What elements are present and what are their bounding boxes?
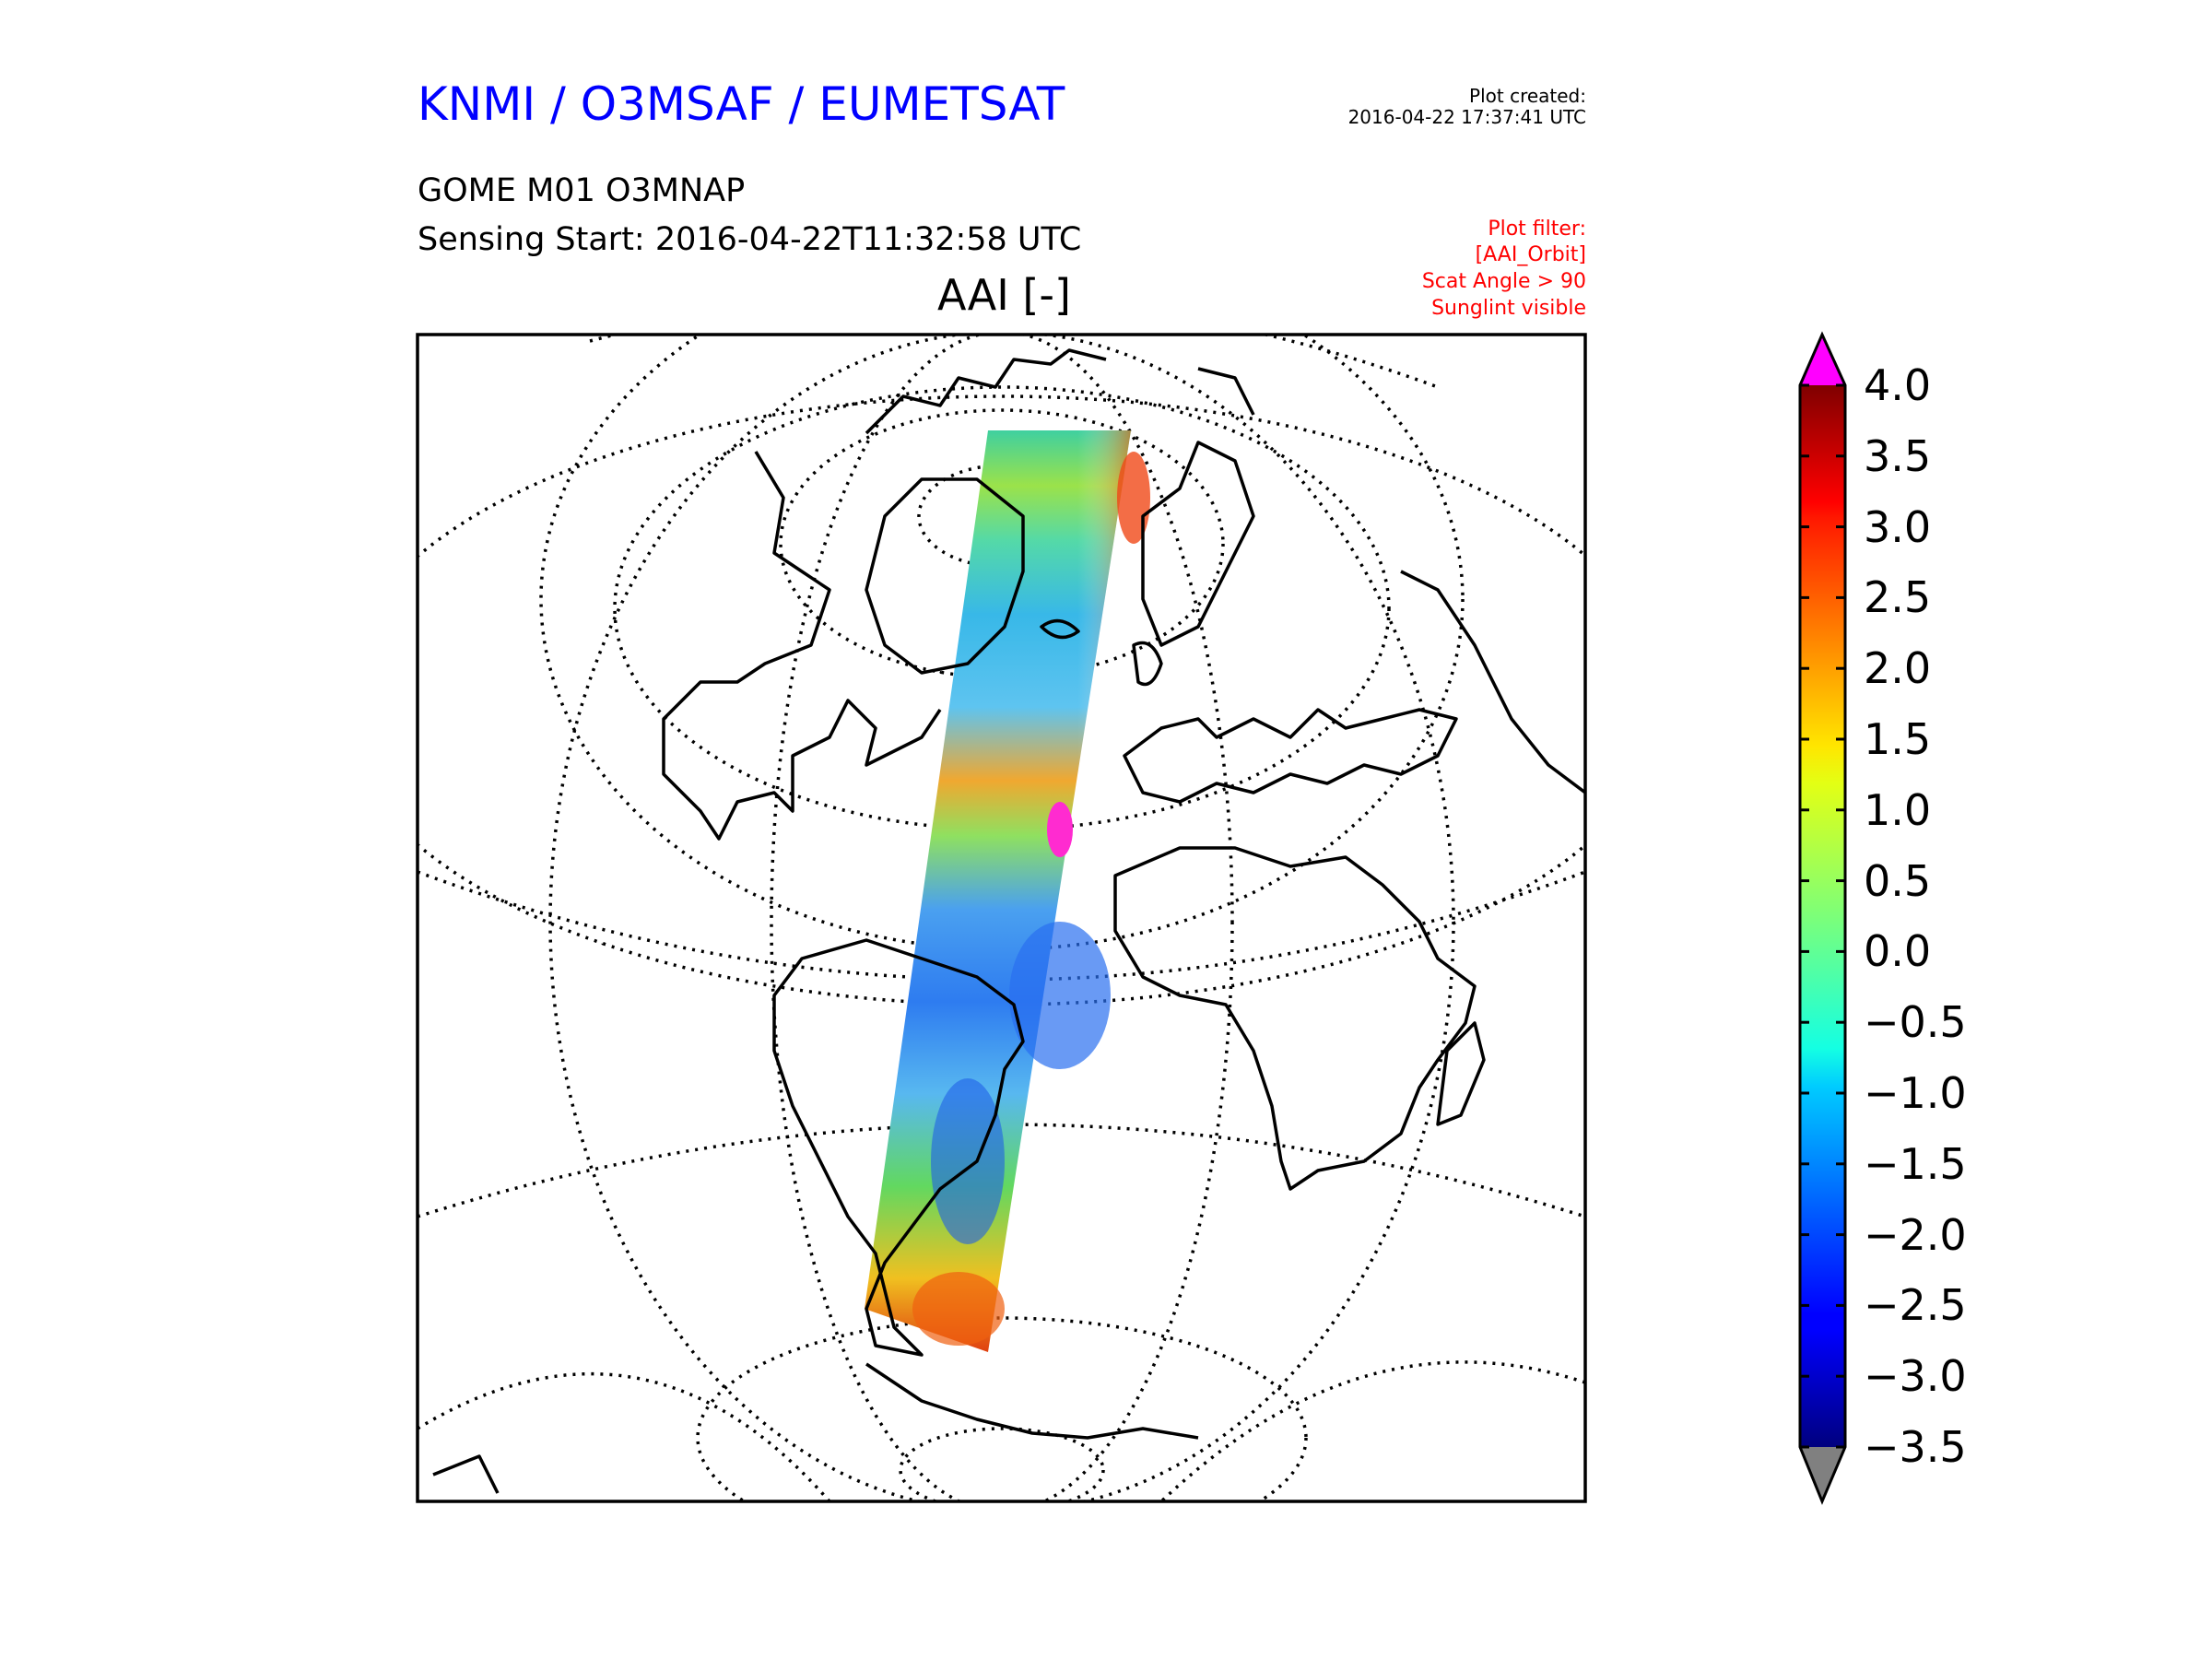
colorbar-tick-label: −2.0 xyxy=(1864,1209,1967,1260)
coastlines xyxy=(432,348,1585,1494)
coastline-africa xyxy=(1113,846,1477,1191)
org-title: KNMI / O3MSAF / EUMETSAT xyxy=(418,77,1065,131)
aai-swath-edge-shading xyxy=(865,430,1131,1352)
coastline-british-isles xyxy=(1132,641,1163,687)
latitude-circle-80s xyxy=(899,1427,1105,1501)
colorbar-tick-label: 2.5 xyxy=(1864,572,1932,623)
latitude-line-30s xyxy=(418,1123,1585,1218)
plot-created-time: 2016-04-22 17:37:41 UTC xyxy=(1347,106,1586,128)
colorbar-tick-label: 1.5 xyxy=(1864,714,1932,764)
aai-high-region-north xyxy=(1117,452,1150,544)
coastline-svalbard xyxy=(1197,367,1255,416)
coastline-north-america xyxy=(662,451,942,841)
plot-filter-sunglint: Sunglint visible xyxy=(1431,297,1586,320)
colorbar-tick-label: −3.5 xyxy=(1864,1422,1967,1472)
colorbar-tick-marks xyxy=(1800,383,1845,1449)
colorbar-tick-label: −3.0 xyxy=(1864,1351,1967,1402)
aai-swath xyxy=(865,430,1150,1352)
coastline-scandinavia xyxy=(1141,441,1255,647)
aai-low-region xyxy=(1009,922,1111,1069)
plot-filter-title: Plot filter: xyxy=(1488,218,1586,241)
coastline-south-america xyxy=(772,938,1025,1357)
colorbar-under-extension xyxy=(1800,1447,1845,1501)
colorbar-tick-label: 1.0 xyxy=(1864,784,1932,835)
coastline-asia xyxy=(1400,570,1585,794)
colorbar-over-extension xyxy=(1800,335,1845,385)
colorbar-tick-label: −1.5 xyxy=(1864,1138,1967,1189)
colorbar-tick-label: 3.5 xyxy=(1864,430,1932,481)
colorbar-gradient xyxy=(1800,385,1845,1447)
coastline-europe-med xyxy=(1123,708,1458,804)
colorbar-tick-label: −0.5 xyxy=(1864,997,1967,1048)
colorbar-tick-label: 0.5 xyxy=(1864,855,1932,906)
aai-low-region-south xyxy=(931,1078,1005,1244)
meridian-arc-north xyxy=(539,335,1465,951)
plot-filter-orbit: [AAI_Orbit] xyxy=(1475,243,1586,266)
meridian-ellipse-outer xyxy=(548,335,1455,1501)
colorbar-tick-label: 3.0 xyxy=(1864,501,1932,552)
coastline-iceland xyxy=(1040,618,1080,640)
aai-hotspot xyxy=(1047,802,1073,857)
latitude-circle-60n xyxy=(779,408,1225,679)
plot-filter-scat-angle: Scat Angle > 90 xyxy=(1421,270,1586,293)
aai-high-region-south xyxy=(912,1272,1005,1346)
coastline-antarctic-peninsula xyxy=(865,1362,1199,1440)
colorbar-tick-label: 4.0 xyxy=(1864,360,1932,410)
colorbar xyxy=(1798,331,1847,1505)
meridian-ellipse-inner xyxy=(770,335,1234,1501)
sensing-start: Sensing Start: 2016-04-22T11:32:58 UTC xyxy=(418,221,1082,258)
product-name: GOME M01 O3MNAP xyxy=(418,172,746,209)
colorbar-tick-label: −2.5 xyxy=(1864,1280,1967,1331)
map-title: AAI [-] xyxy=(937,270,1071,320)
latitude-circle-60s xyxy=(696,1316,1308,1501)
colorbar-tick-label: 2.0 xyxy=(1864,643,1932,694)
plot-created-label: Plot created: xyxy=(1469,85,1586,107)
coastline-madagascar xyxy=(1436,1021,1486,1126)
coastline-arctic xyxy=(865,348,1107,435)
map-frame xyxy=(416,333,1587,1503)
colorbar-tick-label: −1.0 xyxy=(1864,1068,1967,1118)
coastline-greenland xyxy=(865,477,1025,675)
latitude-circle-30n xyxy=(613,385,1391,831)
coastline-sw-corner xyxy=(432,1454,500,1494)
colorbar-tick-label: 0.0 xyxy=(1864,926,1932,977)
